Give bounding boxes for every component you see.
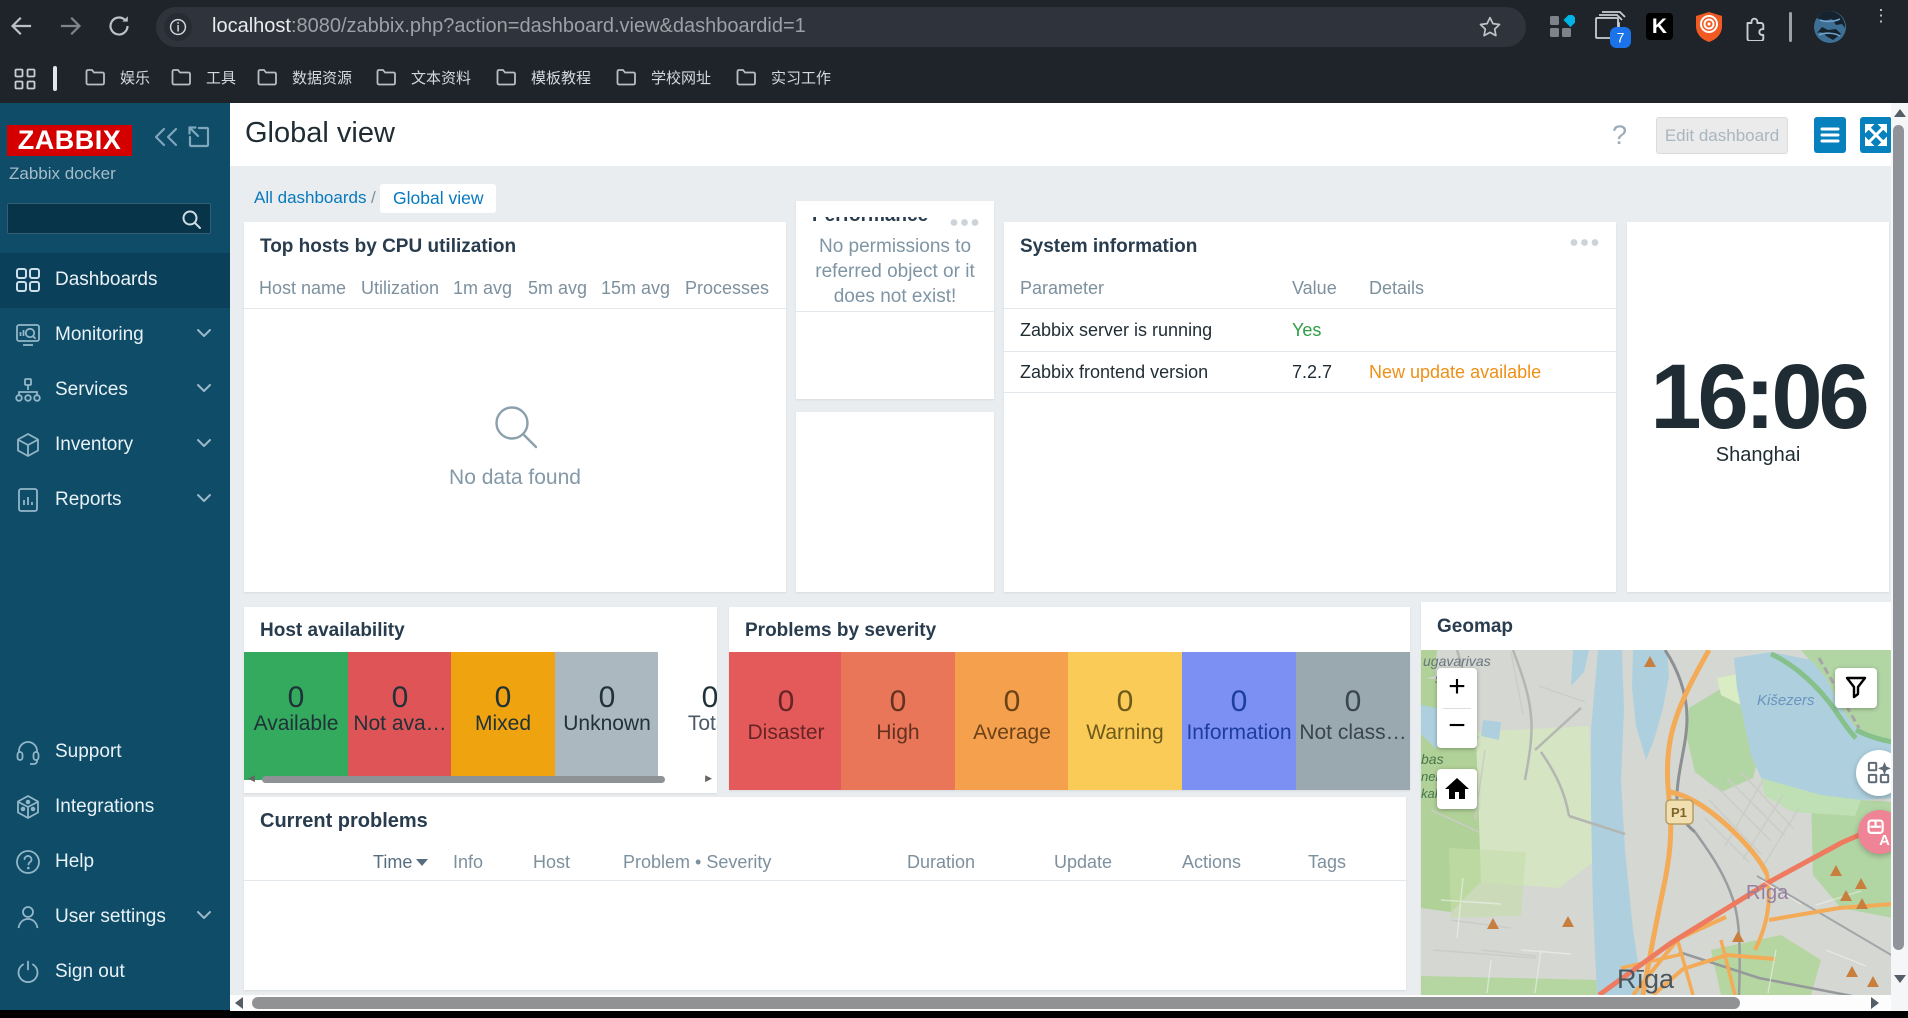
svg-text:7: 7 [1617,30,1625,46]
svg-text:bas: bas [1421,751,1444,767]
svg-text:Rīga: Rīga [1617,964,1675,994]
svg-text:ugavarivas: ugavarivas [1423,653,1491,669]
svg-text:Rīga: Rīga [1746,882,1789,904]
svg-text:A: A [1879,832,1890,849]
svg-text:nel: nel [1421,769,1439,784]
svg-text:P1: P1 [1671,805,1687,820]
svg-text:Kišezers: Kišezers [1757,692,1815,709]
